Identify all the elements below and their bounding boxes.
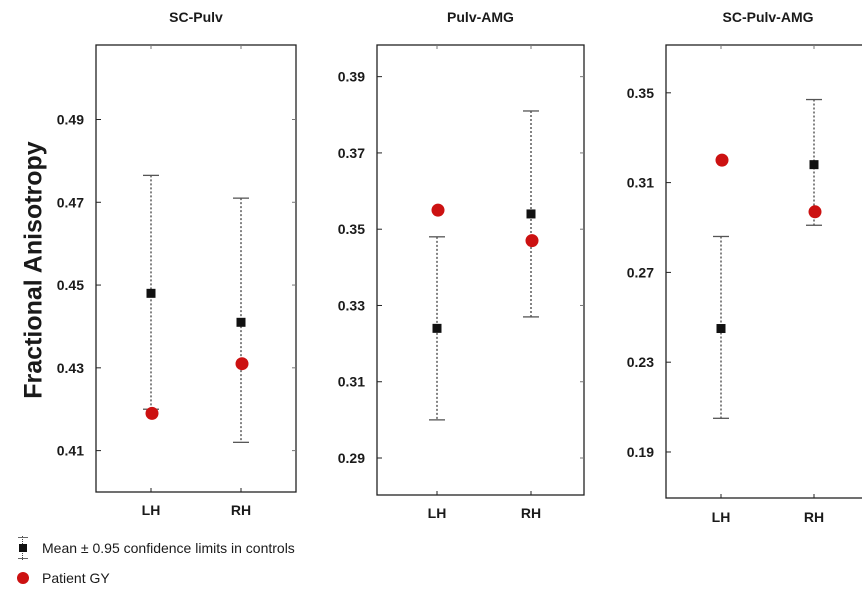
control-mean-marker (236, 317, 246, 327)
y-tick-label: 0.43 (57, 360, 84, 376)
control-mean-marker (809, 160, 819, 170)
y-tick-label: 0.27 (627, 264, 654, 280)
legend-patient-label: Patient GY (42, 570, 110, 586)
panel-title: SC-Pulv-AMG (723, 9, 814, 25)
patient-marker (808, 205, 822, 219)
panel-3: SC-Pulv-AMG 0.19 0.23 0.27 0.31 0.35 LH RH (627, 9, 862, 525)
plot-frame (376, 44, 585, 496)
patient-marker (715, 153, 729, 167)
control-mean-marker (716, 324, 726, 334)
y-tick-label: 0.39 (338, 69, 365, 85)
control-mean-marker (526, 209, 536, 219)
legend: Mean ± 0.95 confidence limits in control… (14, 536, 295, 596)
y-tick-label: 0.47 (57, 194, 84, 210)
x-tick-label: RH (804, 509, 824, 525)
patient-marker (525, 234, 539, 248)
patient-dot-icon (14, 566, 32, 590)
y-tick-label: 0.31 (338, 374, 365, 390)
y-tick-label: 0.19 (627, 444, 654, 460)
y-tick-label: 0.35 (627, 85, 654, 101)
legend-controls-label: Mean ± 0.95 confidence limits in control… (42, 540, 295, 556)
y-tick-label: 0.33 (338, 297, 365, 313)
x-tick-label: LH (428, 505, 447, 521)
x-tick-label: LH (712, 509, 731, 525)
control-mean-marker (432, 323, 442, 333)
panel-title: Pulv-AMG (447, 9, 514, 25)
y-tick-label: 0.41 (57, 443, 84, 459)
panel-title: SC-Pulv (169, 9, 223, 25)
patient-marker (145, 406, 159, 420)
x-tick-label: RH (231, 502, 251, 518)
y-tick-label: 0.29 (338, 450, 365, 466)
y-tick-label: 0.23 (627, 354, 654, 370)
y-tick-label: 0.37 (338, 145, 365, 161)
legend-item-patient: Patient GY (14, 566, 295, 590)
patient-marker (235, 357, 249, 371)
patient-marker (431, 203, 445, 217)
y-tick-label: 0.35 (338, 221, 365, 237)
y-tick-label: 0.31 (627, 175, 654, 191)
mean-ci-symbol-icon (14, 536, 32, 560)
y-tick-label: 0.45 (57, 277, 84, 293)
legend-item-controls: Mean ± 0.95 confidence limits in control… (14, 536, 295, 560)
x-tick-label: RH (521, 505, 541, 521)
panel-1: SC-Pulv 0.41 0.43 0.45 0.47 0.49 LH RH (57, 9, 297, 518)
plot-frame (95, 44, 297, 493)
x-tick-label: LH (142, 502, 161, 518)
y-tick-label: 0.49 (57, 112, 84, 128)
panel-2: Pulv-AMG 0.29 0.31 0.33 0.35 0.37 0.39 LH RH (338, 9, 585, 521)
plot-frame (665, 44, 862, 499)
control-mean-marker (146, 288, 156, 298)
